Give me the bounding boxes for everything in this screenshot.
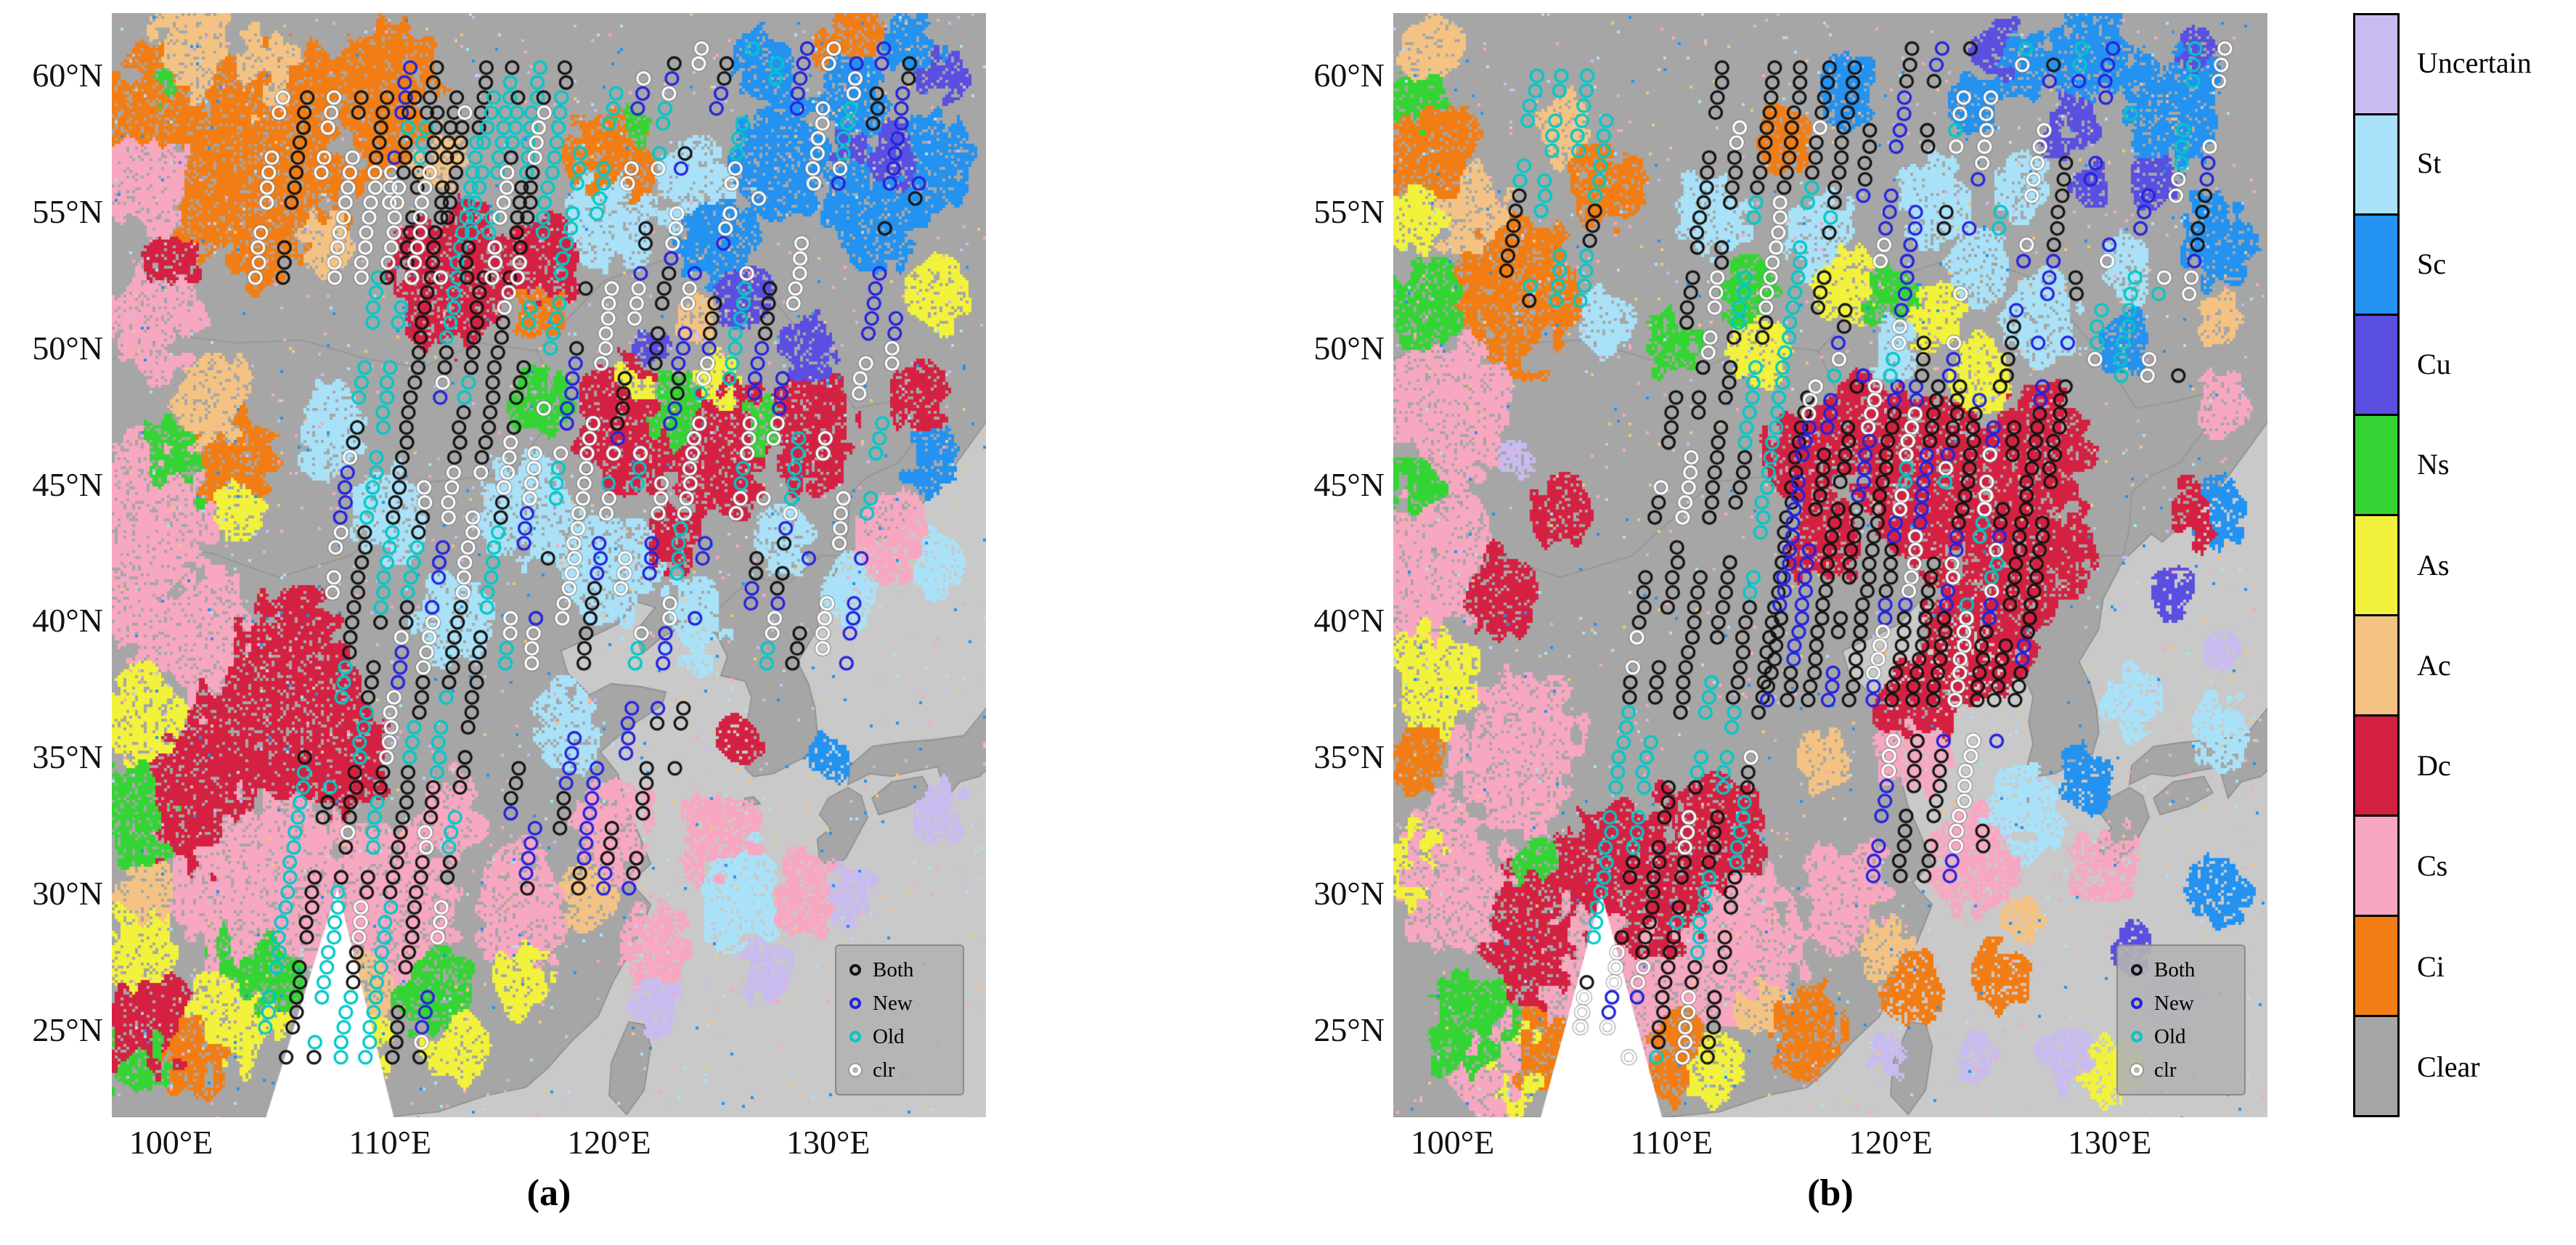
clr-ring-icon — [849, 1064, 861, 1076]
both-ring-icon — [849, 964, 861, 976]
legend-row: clr — [849, 1058, 950, 1082]
x-tick-label: 100°E — [1410, 1124, 1495, 1161]
panel-b: 60°N 55°N 50°N 45°N 40°N 35°N 30°N 25°N 100°E 11… — [1313, 13, 2267, 1233]
x-axis-a: 100°E 110°E 120°E 130°E — [112, 1117, 986, 1168]
new-ring-icon — [849, 997, 861, 1009]
colorbar-swatch — [2355, 115, 2397, 216]
y-tick-label: 40°N — [1313, 602, 1385, 640]
x-tick-label: 100°E — [129, 1124, 213, 1161]
old-ring-icon — [2131, 1031, 2143, 1042]
clr-ring-icon — [2131, 1064, 2143, 1076]
legend-label: clr — [2154, 1058, 2177, 1082]
new-ring-icon — [2131, 997, 2143, 1009]
legend-row: Both — [849, 958, 950, 982]
y-tick-label: 55°N — [1313, 193, 1385, 231]
colorbar-label: Ac — [2417, 648, 2451, 682]
y-tick-label: 35°N — [32, 738, 103, 776]
y-tick-label: 45°N — [32, 465, 103, 503]
legend-row: Old — [849, 1024, 950, 1049]
y-tick-label: 40°N — [32, 602, 103, 640]
legend-row: clr — [2131, 1058, 2231, 1082]
y-tick-label: 25°N — [32, 1011, 103, 1048]
map-canvas-a — [112, 13, 986, 1117]
both-ring-icon — [2131, 964, 2143, 976]
legend-label: Both — [2154, 958, 2196, 981]
colorbar-swatch — [2355, 216, 2397, 316]
x-tick-label: 120°E — [1849, 1124, 1933, 1161]
y-tick-label: 35°N — [1313, 738, 1385, 776]
x-tick-label: 110°E — [349, 1124, 432, 1161]
colorbar-swatch — [2355, 616, 2397, 717]
colorbar-swatch — [2355, 516, 2397, 616]
colorbar-swatch — [2355, 917, 2397, 1017]
legend-row: Old — [2131, 1024, 2231, 1049]
x-tick-label: 110°E — [1630, 1124, 1713, 1161]
y-tick-label: 30°N — [32, 875, 103, 913]
legend-label: Old — [873, 1025, 905, 1048]
x-tick-label: 130°E — [2067, 1124, 2152, 1161]
legend-label: New — [2154, 992, 2194, 1015]
y-tick-label: 50°N — [32, 329, 103, 367]
colorbar-swatch — [2355, 717, 2397, 817]
colorbar: Uncertain St Sc Cu Ns As Ac Dc Cs Ci Clear — [2353, 13, 2571, 1117]
colorbar-label: As — [2417, 548, 2450, 581]
y-tick-label: 55°N — [32, 193, 103, 231]
colorbar-label: Dc — [2417, 749, 2451, 783]
colorbar-swatch — [2355, 15, 2397, 115]
colorbar-label: Cs — [2417, 849, 2448, 883]
colorbar-label: Sc — [2417, 247, 2446, 280]
legend-label: New — [873, 992, 913, 1015]
legend-row: New — [2131, 991, 2231, 1016]
colorbar-swatch — [2355, 817, 2397, 917]
y-tick-label: 50°N — [1313, 329, 1385, 367]
colorbar-swatches — [2353, 13, 2400, 1117]
y-tick-label: 25°N — [1313, 1011, 1385, 1048]
colorbar-swatch — [2355, 316, 2397, 416]
colorbar-label: Uncertain — [2417, 46, 2532, 80]
legend-label: Both — [873, 958, 914, 981]
y-tick-label: 60°N — [32, 57, 103, 94]
old-ring-icon — [849, 1031, 861, 1042]
colorbar-label: Cu — [2417, 347, 2451, 380]
x-axis-b: 100°E 110°E 120°E 130°E — [1393, 1117, 2267, 1168]
colorbar-label: Ns — [2417, 448, 2450, 481]
map-canvas-b — [1393, 13, 2267, 1117]
colorbar-swatch — [2355, 416, 2397, 516]
y-tick-label: 30°N — [1313, 875, 1385, 913]
caption-b: (b) — [1807, 1172, 1854, 1214]
colorbar-swatch — [2355, 1017, 2397, 1115]
caption-a: (a) — [526, 1172, 571, 1214]
legend-label: Old — [2154, 1025, 2186, 1048]
colorbar-label: St — [2417, 147, 2442, 180]
y-axis-b: 60°N 55°N 50°N 45°N 40°N 35°N 30°N 25°N — [1283, 13, 1385, 1117]
scatter-legend-a: Both New Old clr — [835, 944, 964, 1095]
y-tick-label: 45°N — [1313, 465, 1385, 503]
scatter-legend-b: Both New Old clr — [2116, 944, 2246, 1095]
legend-label: clr — [873, 1058, 895, 1082]
colorbar-label: Ci — [2417, 950, 2445, 983]
colorbar-label: Clear — [2417, 1050, 2480, 1083]
legend-row: Both — [2131, 958, 2231, 982]
legend-row: New — [849, 991, 950, 1016]
x-tick-label: 120°E — [567, 1124, 651, 1161]
x-tick-label: 130°E — [786, 1124, 871, 1161]
y-tick-label: 60°N — [1313, 57, 1385, 94]
panel-a: 60°N 55°N 50°N 45°N 40°N 35°N 30°N 25°N 100°E 11… — [32, 13, 986, 1233]
y-axis-a: 60°N 55°N 50°N 45°N 40°N 35°N 30°N 25°N — [1, 13, 103, 1117]
